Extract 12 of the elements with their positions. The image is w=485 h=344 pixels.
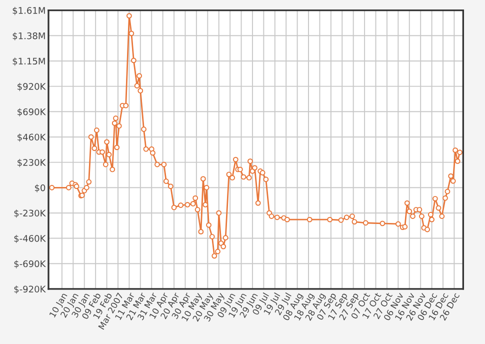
y-tick-label: $230K <box>18 158 46 168</box>
y-tick-label: $690K <box>18 108 46 116</box>
y-tick-label: $-690K <box>14 260 46 268</box>
y-tick-label: $-230K <box>14 210 46 218</box>
y-tick-label: $-920K <box>14 286 46 294</box>
y-tick-label: $920K <box>18 82 46 92</box>
y-tick-label: $-460K <box>14 234 46 244</box>
y-tick-label: $0 <box>34 184 46 192</box>
y-tick-label: $460K <box>18 134 46 142</box>
y-tick-label: $1.15M <box>12 58 45 66</box>
y-tick-label: $1.61M <box>12 6 45 16</box>
y-tick-label: $1.38M <box>12 32 45 40</box>
